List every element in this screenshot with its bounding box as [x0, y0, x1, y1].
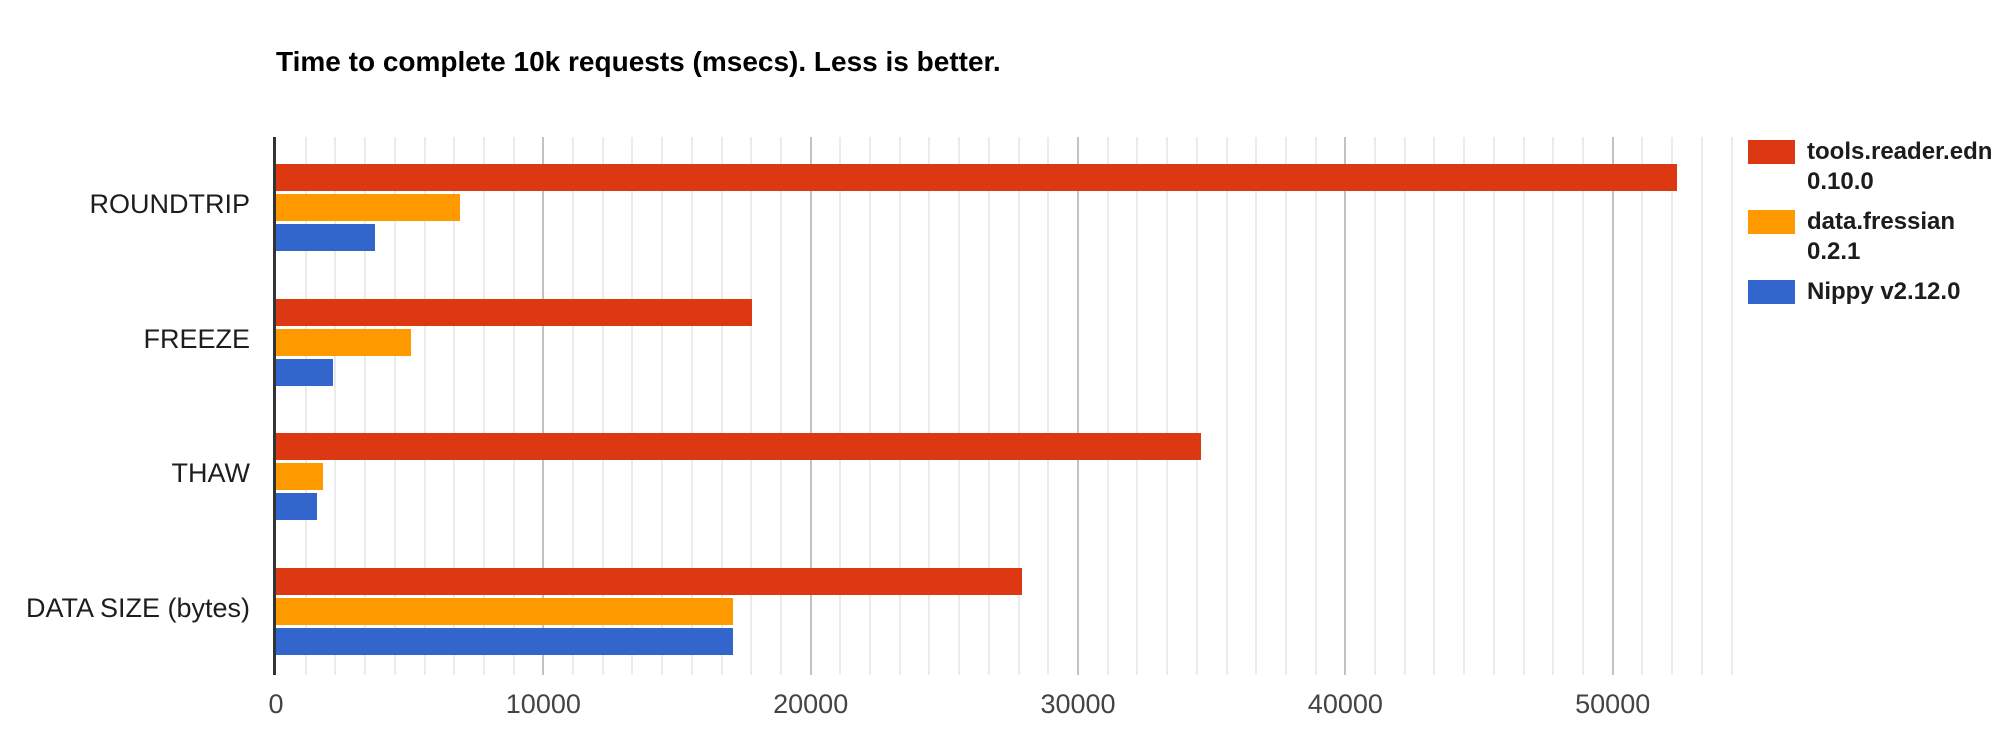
bar-tools-reader-edn-0-10-0-data-size-bytes[interactable]: [276, 567, 1022, 595]
gridline-minor: [958, 137, 961, 675]
bar-tools-reader-edn-0-10-0-freeze[interactable]: [276, 298, 752, 326]
gridline-minor: [1255, 137, 1258, 675]
gridline-minor: [1284, 137, 1287, 675]
gridline-minor: [1047, 137, 1050, 675]
gridline-minor: [1017, 137, 1020, 675]
gridline-minor: [1492, 137, 1495, 675]
category-label-data-size-bytes: DATA SIZE (bytes): [25, 592, 250, 623]
gridline-minor: [1463, 137, 1466, 675]
gridline-major: [1611, 137, 1614, 675]
gridline-minor: [423, 137, 426, 675]
x-tick-label-0: 0: [268, 689, 284, 719]
bar-nippy-v2-12-0-data-size-bytes[interactable]: [276, 627, 734, 655]
bar-tools-reader-edn-0-10-0-thaw[interactable]: [276, 433, 1201, 460]
bar-nippy-v2-12-0-roundtrip[interactable]: [276, 224, 375, 251]
gridline-minor: [1136, 137, 1139, 675]
legend-entry-nippy-v2-12-0: Nippy v2.12.0: [1748, 277, 1992, 307]
category-label-roundtrip: ROUNDTRIP: [89, 189, 251, 220]
legend-label: tools.reader.edn 0.10.0: [1807, 138, 1993, 195]
gridline-minor: [334, 137, 337, 675]
legend-swatch: [1748, 210, 1795, 234]
gridline-minor: [304, 137, 307, 675]
gridline-minor: [1522, 137, 1525, 675]
x-tick-label-50000: 50000: [1575, 689, 1651, 719]
gridline-minor: [839, 137, 842, 675]
gridline-minor: [512, 137, 515, 675]
gridline-minor: [720, 137, 723, 675]
gridline-major: [542, 137, 545, 675]
gridline-minor: [1641, 137, 1644, 675]
gridline-minor: [1106, 137, 1109, 675]
bar-data-fressian-0-2-1-roundtrip[interactable]: [276, 194, 461, 221]
legend-swatch: [1748, 280, 1795, 304]
gridline-minor: [1552, 137, 1555, 675]
x-tick-label-10000: 10000: [505, 689, 581, 719]
legend-entry-data-fressian-0-2-1: data.fressian 0.2.1: [1748, 207, 1992, 267]
gridline-minor: [1730, 137, 1733, 675]
gridline-minor: [393, 137, 396, 675]
x-tick-label-40000: 40000: [1307, 689, 1383, 719]
legend-entry-tools-reader-edn-0-10-0: tools.reader.edn 0.10.0: [1748, 137, 1992, 197]
gridline-minor: [690, 137, 693, 675]
gridline-minor: [779, 137, 782, 675]
bar-data-fressian-0-2-1-freeze[interactable]: [276, 328, 411, 356]
chart-title: Time to complete 10k requests (msecs). L…: [276, 46, 1001, 77]
gridline-minor: [1166, 137, 1169, 675]
gridline-minor: [1671, 137, 1674, 675]
gridline-minor: [869, 137, 872, 675]
gridline-minor: [1195, 137, 1198, 675]
gridline-minor: [750, 137, 753, 675]
bar-nippy-v2-12-0-thaw[interactable]: [276, 493, 317, 520]
x-tick-label-20000: 20000: [773, 689, 849, 719]
gridline-minor: [1700, 137, 1703, 675]
bar-nippy-v2-12-0-freeze[interactable]: [276, 358, 333, 386]
gridline-minor: [572, 137, 575, 675]
gridline-major: [1344, 137, 1347, 675]
gridline-major: [809, 137, 812, 675]
gridline-minor: [661, 137, 664, 675]
gridline-minor: [1403, 137, 1406, 675]
category-label-freeze: FREEZE: [143, 323, 250, 354]
gridline-minor: [1314, 137, 1317, 675]
gridline-minor: [1374, 137, 1377, 675]
gridline-minor: [987, 137, 990, 675]
gridline-minor: [364, 137, 367, 675]
legend: tools.reader.edn 0.10.0 data.fressian 0.2.1…: [1748, 137, 1992, 307]
gridline-minor: [453, 137, 456, 675]
legend-label: data.fressian 0.2.1: [1807, 208, 1956, 265]
legend-swatch: [1748, 140, 1795, 164]
category-label-thaw: THAW: [171, 458, 250, 489]
gridline-minor: [601, 137, 604, 675]
legend-label: Nippy v2.12.0: [1807, 278, 1961, 305]
gridline-minor: [631, 137, 634, 675]
gridline-minor: [928, 137, 931, 675]
gridline-minor: [1581, 137, 1584, 675]
gridline-minor: [1433, 137, 1436, 675]
bar-tools-reader-edn-0-10-0-roundtrip[interactable]: [276, 164, 1677, 191]
x-tick-label-30000: 30000: [1040, 689, 1116, 719]
gridline-minor: [482, 137, 485, 675]
gridline-minor: [898, 137, 901, 675]
gridline-major: [1077, 137, 1080, 675]
bar-data-fressian-0-2-1-data-size-bytes[interactable]: [276, 597, 734, 625]
plot-area: [273, 137, 1733, 675]
gridline-minor: [1225, 137, 1228, 675]
bar-data-fressian-0-2-1-thaw[interactable]: [276, 463, 324, 490]
